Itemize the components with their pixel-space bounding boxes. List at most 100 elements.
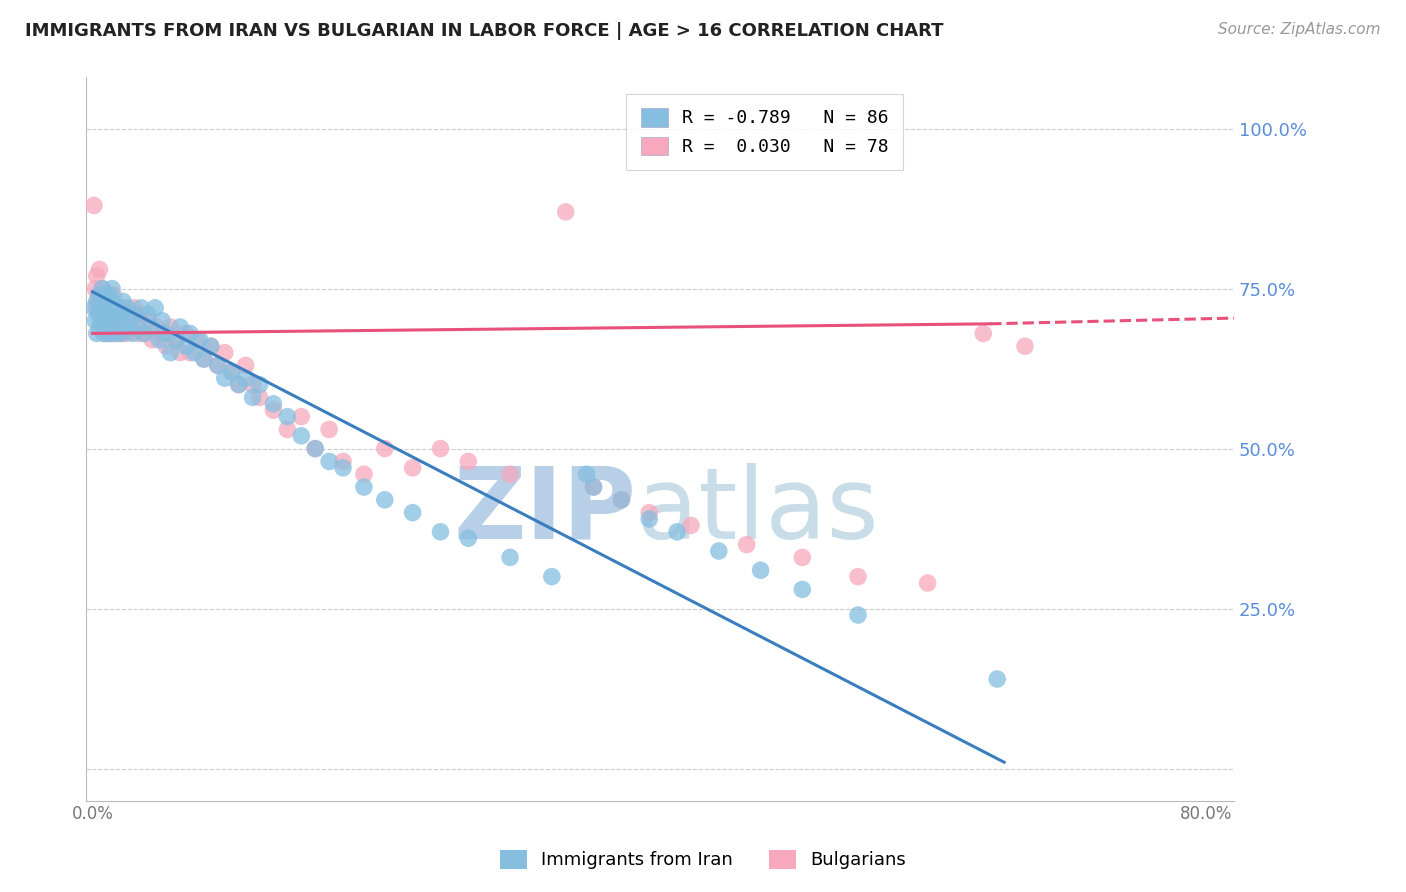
Point — [129, 301, 152, 315]
Point — [97, 301, 120, 315]
Point — [145, 320, 167, 334]
Point — [304, 442, 326, 456]
Point — [104, 307, 127, 321]
Point — [90, 307, 112, 321]
Point — [1014, 339, 1036, 353]
Text: atlas: atlas — [637, 463, 879, 560]
Point — [103, 320, 125, 334]
Point — [86, 326, 108, 341]
Point — [249, 391, 271, 405]
Point — [127, 326, 149, 341]
Point — [972, 326, 994, 341]
Point — [262, 403, 284, 417]
Point — [188, 333, 211, 347]
Point — [332, 460, 354, 475]
Point — [97, 294, 120, 309]
Point — [174, 339, 197, 353]
Point — [353, 467, 375, 482]
Point — [499, 467, 522, 482]
Point — [582, 480, 605, 494]
Point — [86, 268, 108, 283]
Point — [100, 301, 122, 315]
Point — [214, 371, 236, 385]
Point — [638, 512, 661, 526]
Point — [332, 454, 354, 468]
Text: Source: ZipAtlas.com: Source: ZipAtlas.com — [1218, 22, 1381, 37]
Point — [235, 359, 257, 373]
Point — [499, 550, 522, 565]
Point — [242, 377, 264, 392]
Point — [174, 326, 197, 341]
Point — [93, 294, 115, 309]
Point — [111, 326, 134, 341]
Point — [276, 409, 298, 424]
Point — [101, 301, 124, 315]
Point — [141, 333, 163, 347]
Point — [165, 333, 187, 347]
Point — [228, 377, 250, 392]
Point — [101, 282, 124, 296]
Point — [110, 326, 132, 341]
Point — [139, 320, 162, 334]
Point — [165, 333, 187, 347]
Legend: R = -0.789   N = 86, R =  0.030   N = 78: R = -0.789 N = 86, R = 0.030 N = 78 — [626, 94, 903, 170]
Point — [159, 345, 181, 359]
Point — [235, 371, 257, 385]
Point — [735, 538, 758, 552]
Point — [186, 333, 208, 347]
Point — [87, 288, 110, 302]
Point — [94, 288, 117, 302]
Point — [846, 569, 869, 583]
Point — [193, 352, 215, 367]
Point — [101, 307, 124, 321]
Point — [83, 198, 105, 212]
Point — [150, 313, 173, 327]
Point — [89, 262, 111, 277]
Point — [96, 320, 118, 334]
Point — [155, 339, 177, 353]
Point — [96, 288, 118, 302]
Point — [83, 301, 105, 315]
Point — [84, 313, 107, 327]
Point — [136, 313, 159, 327]
Point — [98, 288, 121, 302]
Point — [150, 326, 173, 341]
Point — [401, 460, 423, 475]
Point — [86, 301, 108, 315]
Point — [200, 339, 222, 353]
Point — [179, 345, 201, 359]
Point — [986, 672, 1008, 686]
Point — [89, 320, 111, 334]
Point — [193, 352, 215, 367]
Point — [96, 320, 118, 334]
Point — [121, 320, 143, 334]
Point — [792, 582, 814, 597]
Point — [110, 307, 132, 321]
Point — [120, 313, 142, 327]
Point — [124, 307, 146, 321]
Point — [93, 326, 115, 341]
Point — [112, 294, 135, 309]
Point — [100, 326, 122, 341]
Text: ZIP: ZIP — [454, 463, 637, 560]
Point — [159, 320, 181, 334]
Point — [89, 294, 111, 309]
Legend: Immigrants from Iran, Bulgarians: Immigrants from Iran, Bulgarians — [491, 841, 915, 879]
Point — [169, 345, 191, 359]
Point — [353, 480, 375, 494]
Point — [112, 301, 135, 315]
Point — [124, 301, 146, 315]
Point — [91, 282, 114, 296]
Point — [262, 397, 284, 411]
Text: IMMIGRANTS FROM IRAN VS BULGARIAN IN LABOR FORCE | AGE > 16 CORRELATION CHART: IMMIGRANTS FROM IRAN VS BULGARIAN IN LAB… — [25, 22, 943, 40]
Point — [98, 294, 121, 309]
Point — [374, 492, 396, 507]
Point — [125, 320, 148, 334]
Point — [107, 301, 129, 315]
Point — [304, 442, 326, 456]
Point — [105, 326, 128, 341]
Point — [276, 422, 298, 436]
Point — [86, 294, 108, 309]
Point — [107, 301, 129, 315]
Point — [90, 301, 112, 315]
